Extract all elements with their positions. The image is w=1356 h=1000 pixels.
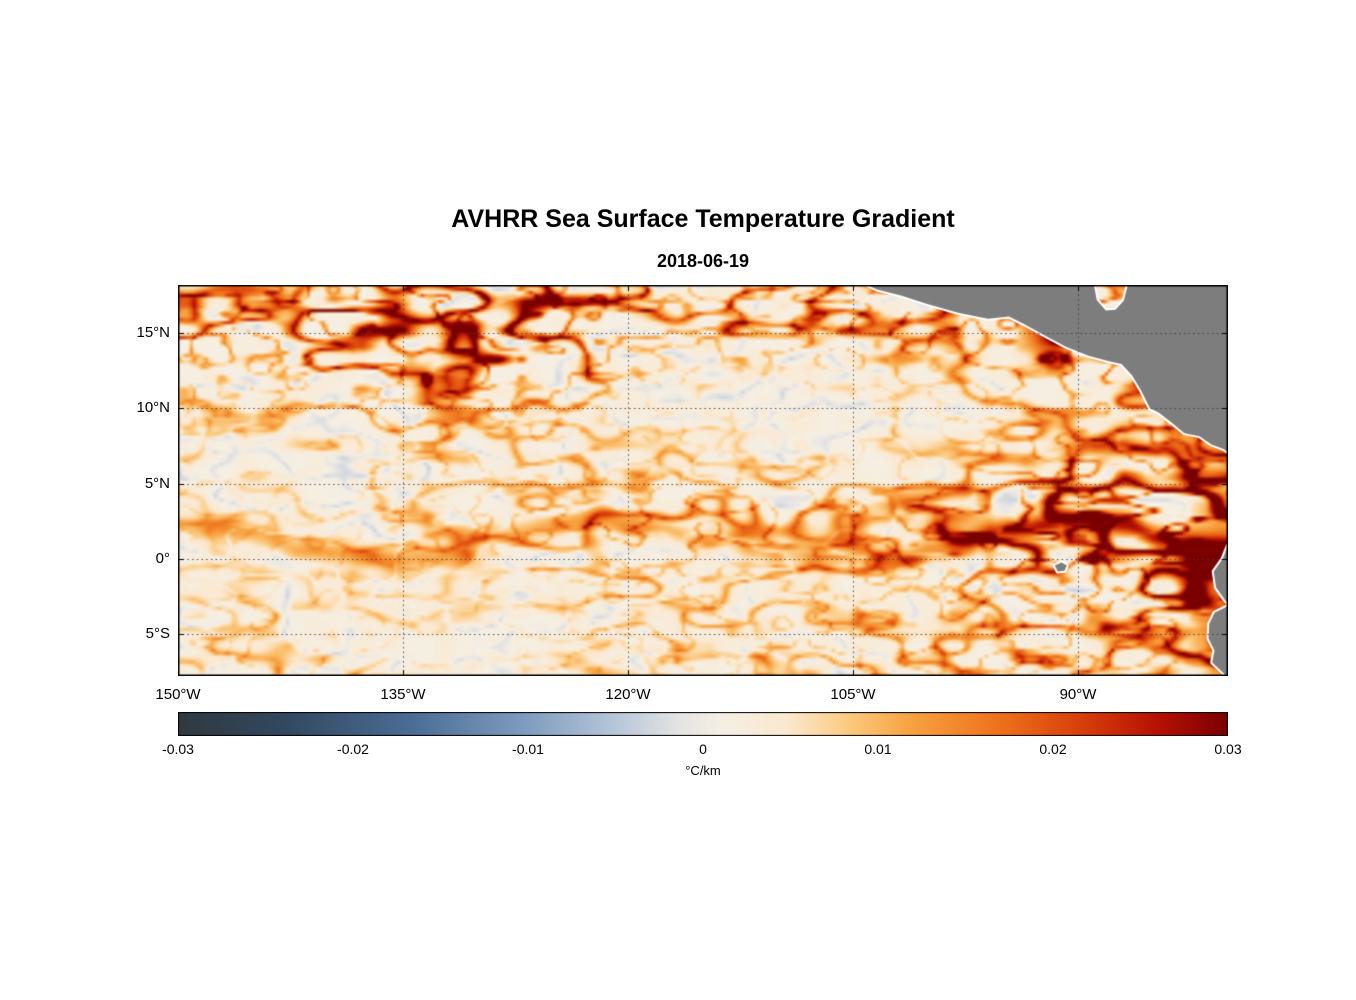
x-tick-label: 150°W: [155, 686, 201, 703]
x-tick-label: 135°W: [380, 686, 426, 703]
y-tick-label: 0°: [155, 549, 170, 567]
x-tick-label: 105°W: [830, 686, 876, 703]
colorbar-tick-label: -0.02: [337, 741, 369, 757]
x-tick-label: 90°W: [1059, 686, 1097, 703]
colorbar-tick-label: 0.03: [1214, 741, 1242, 757]
x-tick-label: 120°W: [605, 686, 651, 703]
y-tick-label: 5°S: [145, 624, 170, 642]
y-tick-label: 10°N: [136, 399, 170, 417]
colorbar-tick-label: 0.02: [1039, 741, 1067, 757]
colorbar-tick-label: -0.01: [512, 741, 544, 757]
colorbar-unit-label: °C/km: [685, 763, 721, 778]
y-tick-label: 15°N: [136, 324, 170, 342]
colorbar-tick-label: 0: [699, 741, 707, 757]
chart-date-subtitle: 2018-06-19: [656, 251, 750, 271]
colorbar-canvas: [178, 712, 1228, 736]
colorbar-tick-label: -0.03: [162, 741, 194, 757]
chart-title: AVHRR Sea Surface Temperature Gradient: [451, 205, 955, 233]
colorbar-tick-label: 0.01: [864, 741, 892, 757]
sst-gradient-map-canvas: [178, 285, 1228, 676]
y-tick-label: 5°N: [144, 474, 170, 492]
